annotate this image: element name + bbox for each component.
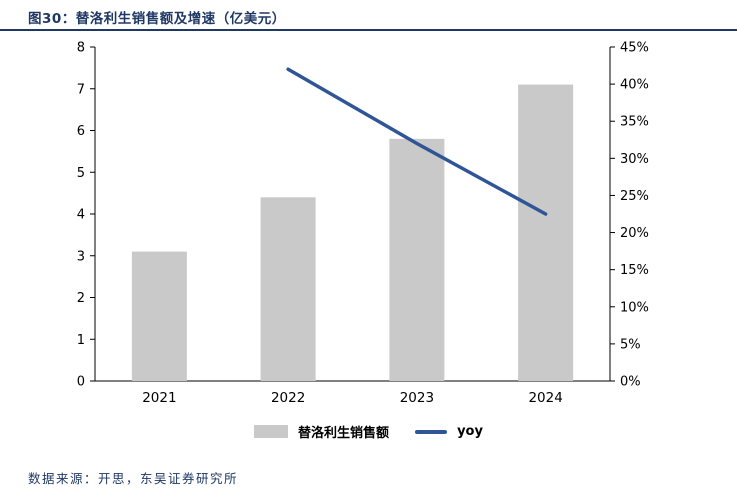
bar-swatch-icon — [254, 425, 289, 438]
svg-text:10%: 10% — [620, 300, 649, 315]
svg-text:7: 7 — [77, 82, 85, 97]
svg-text:35%: 35% — [620, 115, 649, 130]
svg-text:20%: 20% — [620, 226, 649, 241]
figure-title: 图30：替洛利生销售额及增速（亿美元） — [28, 11, 286, 27]
svg-text:6: 6 — [77, 124, 85, 139]
chart-canvas: 0 1 2 3 4 5 6 7 8 0% 5% 10% 15% 20% 25% 30% 35% 40% 45% 202… — [77, 41, 649, 407]
svg-text:4: 4 — [77, 208, 85, 223]
svg-text:3: 3 — [77, 249, 85, 264]
line-swatch-icon — [415, 429, 448, 434]
svg-text:25%: 25% — [620, 189, 649, 204]
svg-text:5%: 5% — [620, 337, 641, 352]
svg-text:0: 0 — [77, 375, 85, 390]
svg-text:1: 1 — [77, 333, 85, 348]
svg-text:40%: 40% — [620, 78, 649, 93]
legend-item-sales: 替洛利生销售额 — [254, 422, 389, 441]
svg-text:5: 5 — [77, 166, 85, 181]
chart-legend: 替洛利生销售额 yoy — [0, 422, 737, 441]
legend-item-yoy: yoy — [415, 424, 483, 439]
legend-label-yoy: yoy — [457, 424, 483, 439]
svg-text:2022: 2022 — [271, 390, 305, 406]
svg-text:2: 2 — [77, 291, 85, 306]
svg-text:30%: 30% — [620, 152, 649, 167]
svg-text:2021: 2021 — [142, 390, 176, 406]
svg-text:8: 8 — [77, 41, 85, 56]
legend-label-sales: 替洛利生销售额 — [298, 426, 390, 441]
svg-text:2024: 2024 — [528, 390, 562, 406]
data-source-note: 数据来源：开思，东吴证券研究所 — [28, 471, 239, 486]
svg-text:2023: 2023 — [400, 390, 434, 406]
svg-text:0%: 0% — [620, 375, 641, 390]
svg-text:45%: 45% — [620, 41, 649, 56]
title-divider — [0, 29, 737, 31]
svg-text:15%: 15% — [620, 263, 649, 278]
